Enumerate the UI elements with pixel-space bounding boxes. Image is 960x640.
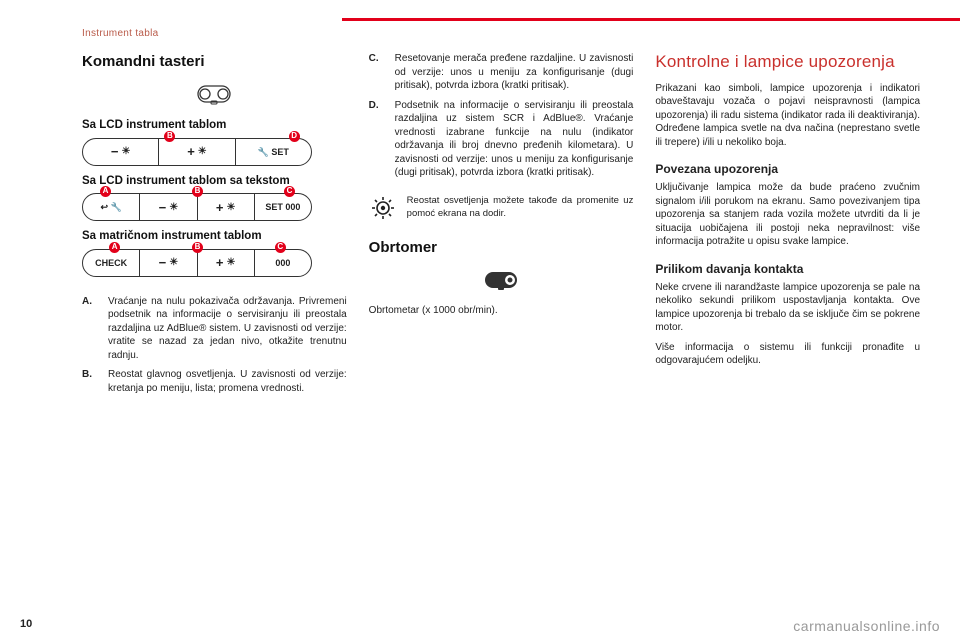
- cluster-icon-light: [186, 80, 242, 108]
- col1-h1: Sa LCD instrument tablom: [82, 118, 347, 134]
- bar1-seg-minus: −☀: [83, 139, 159, 165]
- col3-intro: Prikazani kao simboli, lampice upozorenj…: [655, 82, 920, 150]
- sec2-p2: Više informacija o sistemu ili funkciji …: [655, 341, 920, 368]
- column-3: Kontrolne i lampice upozorenja Prikazani…: [655, 52, 920, 600]
- page-number: 10: [20, 618, 32, 630]
- reostat-note: Reostat osvetljenja možete takođe da pro…: [407, 195, 634, 221]
- obrtomer-title: Obrtomer: [369, 238, 634, 258]
- bar2-seg-back: ↩ 🔧: [83, 194, 140, 220]
- col1-h2: Sa LCD instrument tablom sa tekstom: [82, 174, 347, 190]
- button-bar-1: B D −☀ +☀ 🔧 SET: [82, 138, 347, 166]
- breadcrumb: Instrument tabla: [82, 28, 159, 39]
- sec1-text: Uključivanje lampica može da bude praćen…: [655, 181, 920, 249]
- item-key: A.: [82, 295, 98, 363]
- sec2-title: Prilikom davanja kontakta: [655, 261, 920, 277]
- item-key: C.: [369, 52, 385, 93]
- sec1-title: Povezana upozorenja: [655, 161, 920, 177]
- page-columns: Komandni tasteri Sa LCD instrument tablo…: [82, 52, 920, 600]
- column-2: C. Resetovanje merača pređene razdaljine…: [369, 52, 634, 600]
- bar1-seg-plus: +☀: [159, 139, 235, 165]
- reostat-note-row: Reostat osvetljenja možete takođe da pro…: [369, 194, 634, 222]
- sec2-p1: Neke crvene ili narandžaste lampice upoz…: [655, 281, 920, 335]
- watermark: carmanualsonline.info: [793, 618, 940, 634]
- bar3-seg-000: 000: [255, 250, 311, 276]
- item-text: Reostat glavnog osvetljenja. U zavisnost…: [108, 368, 347, 395]
- column-1: Komandni tasteri Sa LCD instrument tablo…: [82, 52, 347, 600]
- obrtomer-caption: Obrtometar (x 1000 obr/min).: [369, 304, 634, 318]
- col3-title: Kontrolne i lampice upozorenja: [655, 52, 920, 72]
- col1-h3: Sa matričnom instrument tablom: [82, 229, 347, 245]
- header-red-bar: [342, 18, 960, 21]
- list-item-a: A. Vraćanje na nulu pokazivača održavanj…: [82, 295, 347, 363]
- item-text: Vraćanje na nulu pokazivača održavanja. …: [108, 295, 347, 363]
- bar2-seg-plus: +☀: [198, 194, 255, 220]
- button-bar-2: A B C ↩ 🔧 −☀ +☀ SET 000: [82, 193, 347, 221]
- brightness-dial-icon: [369, 194, 397, 222]
- list-item-c: C. Resetovanje merača pređene razdaljine…: [369, 52, 634, 93]
- list-item-b: B. Reostat glavnog osvetljenja. U zavisn…: [82, 368, 347, 395]
- bar3-seg-plus: +☀: [198, 250, 255, 276]
- button-bar-3: A B C CHECK −☀ +☀ 000: [82, 249, 347, 277]
- cluster-icon-dark: [473, 266, 529, 294]
- item-text: Resetovanje merača pređene razdaljine. U…: [395, 52, 634, 93]
- bar1-seg-set: 🔧 SET: [236, 139, 311, 165]
- bar3-seg-check: CHECK: [83, 250, 140, 276]
- item-text: Podsetnik na informacije o servisiranju …: [395, 99, 634, 180]
- bar2-seg-minus: −☀: [140, 194, 197, 220]
- item-key: B.: [82, 368, 98, 395]
- list-item-d: D. Podsetnik na informacije o servisiran…: [369, 99, 634, 180]
- col1-title: Komandni tasteri: [82, 52, 347, 72]
- item-key: D.: [369, 99, 385, 180]
- bar3-seg-minus: −☀: [140, 250, 197, 276]
- bar2-seg-set000: SET 000: [255, 194, 311, 220]
